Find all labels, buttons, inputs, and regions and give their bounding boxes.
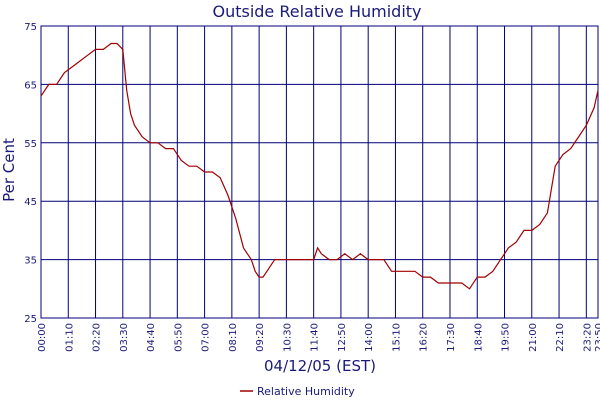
y-tick-label: 25	[24, 314, 37, 325]
x-tick-label: 07:00	[201, 323, 212, 352]
y-tick-label: 65	[24, 80, 37, 91]
x-tick-label: 19:50	[501, 323, 512, 352]
x-tick-label: 11:40	[310, 323, 321, 352]
x-tick-labels: 00:00 01:10 02:20 03:30 04:40 05:50 07:00 08:10…	[37, 323, 600, 352]
grid	[41, 26, 598, 318]
x-tick-label: 17:30	[446, 323, 457, 352]
x-tick-label: 01:10	[64, 323, 75, 352]
x-tick-label: 21:00	[528, 323, 539, 352]
x-tick-label: 15:10	[391, 323, 402, 352]
x-tick-label: 04:40	[146, 323, 157, 352]
x-tick-label: 09:20	[255, 323, 266, 352]
x-tick-label: 23:50	[594, 323, 600, 352]
x-tick-label: 02:20	[92, 323, 103, 352]
chart-title: Outside Relative Humidity	[212, 2, 421, 21]
x-tick-label: 05:50	[173, 323, 184, 352]
y-tick-label: 35	[24, 256, 37, 267]
x-tick-label: 14:00	[364, 323, 375, 352]
plot-area-border	[40, 25, 599, 319]
x-tick-label: 12:50	[337, 323, 348, 352]
legend-label-relative-humidity: Relative Humidity	[257, 385, 355, 398]
x-tick-label: 10:30	[282, 323, 293, 352]
x-tick-label: 08:10	[228, 323, 239, 352]
x-axis-title: 04/12/05 (EST)	[264, 357, 376, 375]
y-axis-title: Per Cent	[0, 138, 18, 202]
y-tick-label: 55	[24, 139, 37, 150]
x-tick-label: 22:10	[555, 323, 566, 352]
x-tick-label: 00:00	[37, 323, 48, 352]
y-tick-label: 75	[24, 22, 37, 33]
x-tick-label: 23:20	[582, 323, 593, 352]
x-tick-label: 18:40	[473, 323, 484, 352]
y-tick-label: 45	[24, 197, 37, 208]
y-tick-labels: 25 35 45 55 65 75	[24, 22, 37, 325]
x-tick-label: 16:20	[419, 323, 430, 352]
x-tick-label: 03:30	[119, 323, 130, 352]
series-line-relative-humidity	[40, 42, 599, 290]
